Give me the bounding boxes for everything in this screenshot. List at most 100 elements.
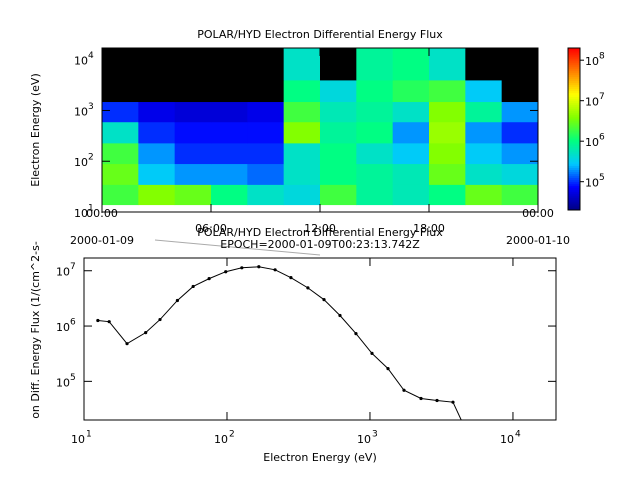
cell — [429, 101, 466, 123]
colorbar-step — [568, 54, 580, 57]
cell — [247, 142, 285, 165]
line — [97, 266, 462, 420]
colorbar-step — [568, 157, 580, 160]
point — [370, 351, 374, 356]
point — [191, 284, 195, 289]
cell — [465, 163, 503, 185]
point — [125, 342, 129, 346]
point — [322, 298, 326, 302]
colorbar-step — [568, 151, 580, 154]
cell — [356, 184, 394, 206]
cell — [429, 163, 466, 185]
colorbar-step — [568, 90, 580, 94]
cell — [356, 142, 394, 165]
cell — [138, 184, 176, 206]
colorbar-step — [568, 122, 580, 126]
colorbar-tick-label-exponent: 6 — [599, 133, 605, 143]
tick-label-exponent: 3 — [372, 430, 378, 440]
colorbar-step — [568, 110, 580, 114]
cell — [320, 121, 357, 144]
cell — [247, 121, 285, 144]
colorbar-step — [568, 173, 580, 177]
cell — [283, 184, 321, 206]
colorbar-step — [568, 72, 580, 75]
cell — [247, 184, 285, 206]
cell — [356, 121, 394, 144]
colorbar-step — [568, 94, 580, 98]
cell — [392, 79, 430, 103]
tick-label: 10 — [357, 433, 371, 446]
cell — [283, 163, 321, 185]
x-tick-date: 2000-01-09 — [70, 234, 134, 247]
cell — [247, 79, 285, 103]
cell — [392, 142, 430, 165]
colorbar-step — [568, 58, 580, 61]
point — [386, 367, 390, 371]
colorbar-step — [568, 133, 580, 136]
cell — [283, 79, 321, 103]
cell — [429, 121, 466, 144]
colorbar-step — [568, 118, 580, 122]
tick-label-exponent: 2 — [229, 430, 235, 440]
cell — [174, 101, 212, 123]
cell — [247, 101, 285, 123]
cell — [356, 48, 394, 81]
colorbar-step — [568, 66, 580, 69]
cell — [356, 79, 394, 103]
colorbar-step — [568, 62, 580, 65]
colorbar-step — [568, 153, 580, 156]
tick-label-exponent: 1 — [88, 204, 94, 214]
tick-label: 10 — [74, 156, 88, 169]
x-tick-label: 00:00 — [86, 207, 118, 220]
colorbar-step — [568, 155, 580, 158]
colorbar-step — [568, 175, 580, 179]
colorbar-step — [568, 80, 580, 83]
colorbar-step — [568, 193, 580, 197]
colorbar-step — [568, 104, 580, 108]
colorbar-step — [568, 56, 580, 59]
point — [158, 317, 162, 322]
colorbar-step — [568, 102, 580, 106]
cell — [392, 184, 430, 206]
cell — [501, 101, 539, 123]
colorbar-tick-label: 10 — [585, 96, 599, 109]
point — [273, 268, 277, 272]
colorbar-tick-label: 10 — [585, 177, 599, 190]
cell — [102, 48, 139, 81]
colorbar-step — [568, 114, 580, 118]
x-tick-date: 2000-01-10 — [506, 234, 570, 247]
point — [354, 332, 358, 336]
colorbar-step — [568, 78, 580, 81]
colorbar-step — [568, 187, 580, 191]
cell — [429, 48, 466, 81]
colorbar-step — [568, 98, 580, 102]
y-axis-label: Electron Energy (eV) — [29, 73, 42, 187]
tick-label-exponent: 4 — [88, 51, 94, 61]
tick-label: 10 — [56, 321, 70, 334]
colorbar-step — [568, 50, 580, 53]
point — [107, 320, 111, 324]
colorbar-step — [568, 86, 580, 89]
cell — [138, 163, 176, 185]
cell — [102, 184, 139, 206]
colorbar-step — [568, 116, 580, 120]
colorbar-step — [568, 100, 580, 104]
cell — [356, 163, 394, 185]
cell — [102, 79, 139, 103]
colorbar-step — [568, 74, 580, 77]
cell — [392, 101, 430, 123]
cell — [138, 142, 176, 165]
colorbar-step — [568, 96, 580, 100]
cell — [283, 142, 321, 165]
colorbar-tick-label-exponent: 7 — [599, 92, 605, 102]
colorbar-step — [568, 129, 580, 132]
cell — [320, 163, 357, 185]
tick-label: 10 — [74, 55, 88, 68]
colorbar-step — [568, 149, 580, 152]
annotation: EPOCH=2000-01-09T00:23:13.742Z — [220, 238, 420, 251]
cell — [465, 48, 503, 81]
tick-label: 10 — [74, 207, 88, 220]
tick-label-exponent: 1 — [86, 430, 92, 440]
point — [175, 298, 180, 303]
